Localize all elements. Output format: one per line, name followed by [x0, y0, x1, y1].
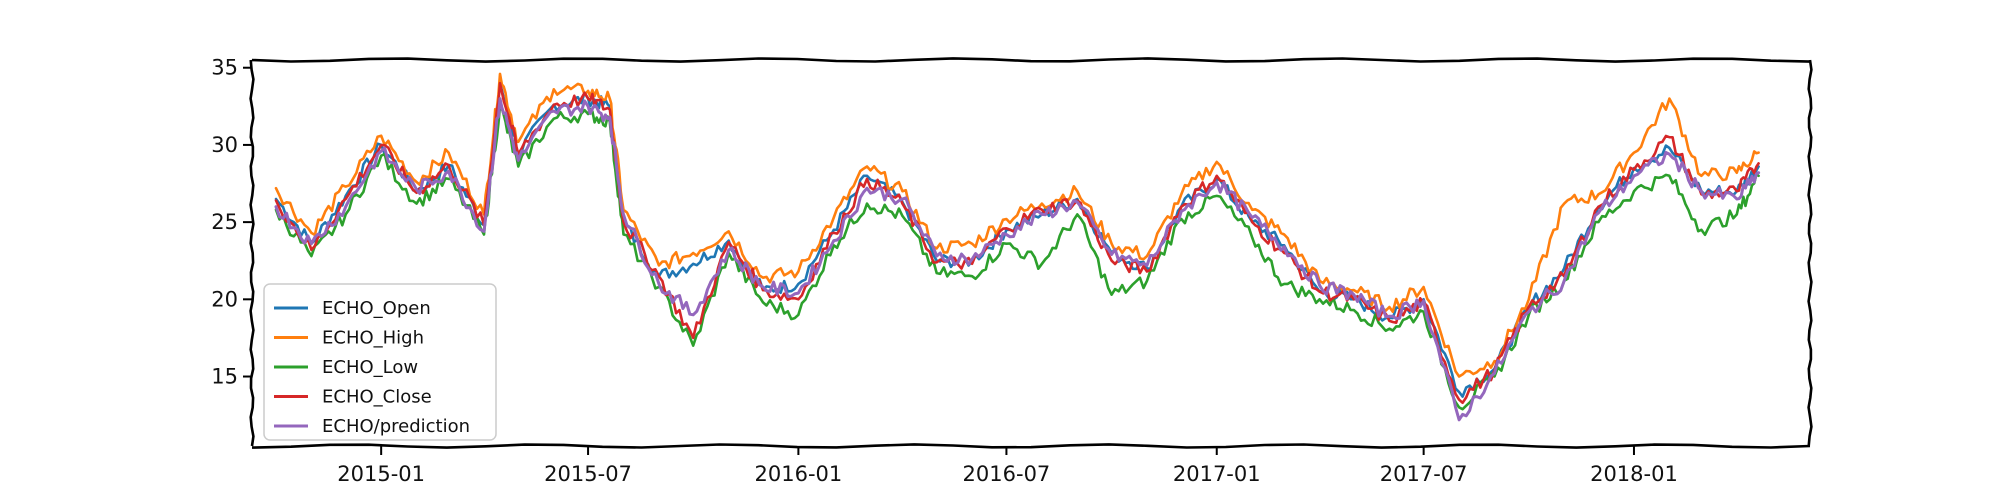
y-tick-label: 15 — [211, 365, 238, 389]
y-tick-label: 30 — [211, 133, 238, 157]
series-line-echo-prediction — [274, 97, 1761, 422]
x-tick-label: 2015-07 — [544, 462, 632, 486]
x-tick-label: 2018-01 — [1590, 462, 1678, 486]
legend-label: ECHO_High — [322, 328, 424, 349]
x-tick-label: 2016-01 — [755, 462, 843, 486]
plot-frame — [249, 57, 1813, 449]
series-line-echo-high — [274, 72, 1760, 378]
y-tick-label: 25 — [211, 210, 238, 234]
legend-label: ECHO_Low — [322, 357, 418, 378]
y-tick-label: 20 — [211, 287, 238, 311]
legend-label: ECHO/prediction — [322, 416, 470, 437]
x-tick-label: 2015-01 — [337, 462, 425, 486]
legend-label: ECHO_Open — [322, 298, 431, 319]
x-tick-label: 2017-07 — [1380, 462, 1468, 486]
series-line-echo-low — [274, 105, 1760, 411]
legend-label: ECHO_Close — [322, 387, 432, 408]
y-tick-label: 35 — [211, 56, 238, 80]
legend-box — [263, 283, 497, 441]
x-tick-label: 2017-01 — [1173, 462, 1261, 486]
x-tick-label: 2016-07 — [963, 462, 1051, 486]
